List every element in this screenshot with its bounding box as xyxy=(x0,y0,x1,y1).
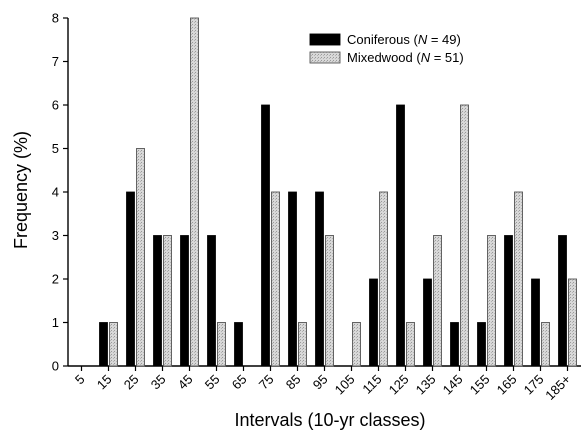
x-tick-label: 65 xyxy=(229,372,250,393)
x-tick-label: 125 xyxy=(386,372,412,398)
y-axis-title: Frequency (%) xyxy=(11,131,31,249)
bar-mixedwood xyxy=(434,236,442,367)
bar-mixedwood xyxy=(380,192,388,366)
bar-mixedwood xyxy=(191,18,199,366)
bar-mixedwood xyxy=(353,323,361,367)
bar-mixedwood xyxy=(326,236,334,367)
legend-swatch-mixedwood xyxy=(310,52,340,63)
x-tick-labels: 5 15 25 35 45 55 65 75 85 95 105 115 125 135 145 155 165… xyxy=(72,372,574,403)
y-tick-label: 1 xyxy=(52,315,59,330)
x-tick-label: 155 xyxy=(467,372,493,398)
bar-mixedwood xyxy=(299,323,307,367)
bar-coniferous xyxy=(262,105,270,366)
bars xyxy=(100,18,577,366)
bar-mixedwood xyxy=(515,192,523,366)
x-tick-label: 5 xyxy=(72,372,88,388)
bar-coniferous xyxy=(424,279,432,366)
bar-coniferous xyxy=(127,192,135,366)
bar-mixedwood xyxy=(461,105,469,366)
y-tick-label: 8 xyxy=(52,11,59,26)
x-tick-label: 165 xyxy=(494,372,520,398)
legend-label-mixedwood: Mixedwood (N = 51) xyxy=(347,50,464,65)
bar-coniferous xyxy=(100,323,108,367)
y-tick-label: 7 xyxy=(52,54,59,69)
y-tick-label: 5 xyxy=(52,141,59,156)
bar-mixedwood xyxy=(137,149,145,367)
x-tick-label: 35 xyxy=(148,372,169,393)
x-axis-title: Intervals (10-yr classes) xyxy=(234,410,425,430)
bar-mixedwood xyxy=(218,323,226,367)
bar-coniferous xyxy=(559,236,567,367)
x-tick-label: 15 xyxy=(94,372,115,393)
bar-coniferous xyxy=(451,323,459,367)
x-tick-label: 85 xyxy=(283,372,304,393)
bar-coniferous xyxy=(397,105,405,366)
x-tick-label: 95 xyxy=(310,372,331,393)
bar-coniferous xyxy=(181,236,189,367)
x-tick-label: 45 xyxy=(175,372,196,393)
x-tick-label: 25 xyxy=(121,372,142,393)
x-tick-label: 135 xyxy=(413,372,439,398)
legend-swatch-coniferous xyxy=(310,34,340,45)
y-tick-label: 6 xyxy=(52,98,59,113)
y-tick-label: 2 xyxy=(52,272,59,287)
x-tick-label: 55 xyxy=(202,372,223,393)
bar-coniferous xyxy=(208,236,216,367)
bar-mixedwood xyxy=(488,236,496,367)
x-tick-label: 115 xyxy=(359,372,384,397)
bar-mixedwood xyxy=(164,236,172,367)
bar-coniferous xyxy=(154,236,162,367)
x-tick-label: 145 xyxy=(440,372,466,398)
y-tick-label: 0 xyxy=(52,359,59,374)
bar-coniferous xyxy=(235,323,243,367)
x-tick-label: 75 xyxy=(256,372,277,393)
bar-coniferous xyxy=(370,279,378,366)
bar-mixedwood xyxy=(110,323,118,367)
bar-coniferous xyxy=(316,192,324,366)
bar-mixedwood xyxy=(542,323,550,367)
bar-mixedwood xyxy=(569,279,577,366)
x-tick-label: 185+ xyxy=(542,372,573,403)
y-tick-labels: 0 1 2 3 4 5 6 7 8 xyxy=(52,11,59,374)
x-tick-label: 105 xyxy=(332,372,358,398)
bar-coniferous xyxy=(478,323,486,367)
legend: Coniferous (N = 49) Mixedwood (N = 51) xyxy=(310,32,464,65)
y-tick-label: 3 xyxy=(52,228,59,243)
bar-coniferous xyxy=(289,192,297,366)
bar-mixedwood xyxy=(407,323,415,367)
bar-coniferous xyxy=(532,279,540,366)
bar-mixedwood xyxy=(272,192,280,366)
bar-coniferous xyxy=(505,236,513,367)
legend-label-coniferous: Coniferous (N = 49) xyxy=(347,32,461,47)
y-tick-label: 4 xyxy=(52,185,59,200)
